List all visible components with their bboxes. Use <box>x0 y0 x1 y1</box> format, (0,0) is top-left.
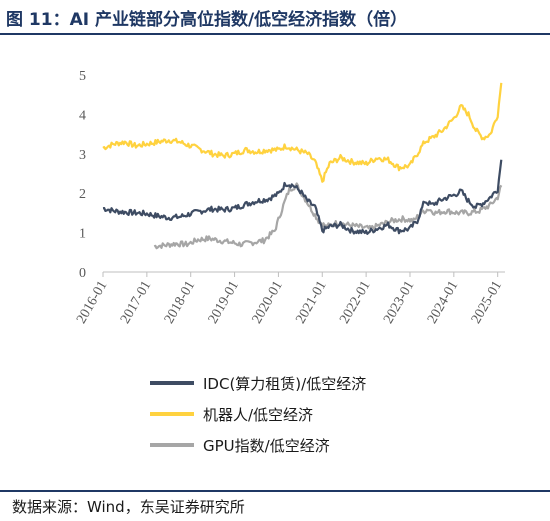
footer-rule <box>0 490 550 492</box>
source-note: 数据来源：Wind，东吴证券研究所 <box>12 498 245 516</box>
series-line-gpu <box>153 182 503 250</box>
y-tick-label: 2 <box>79 187 86 202</box>
y-axis: 0 1 2 3 4 5 <box>79 69 86 281</box>
x-tick-label: 2019-01 <box>206 279 242 327</box>
x-tick-label: 2016-01 <box>74 279 110 327</box>
x-tick-label: 2020-01 <box>250 279 286 327</box>
x-tick-label: 2023-01 <box>381 279 417 327</box>
chart: 0 1 2 3 4 5 2016-01 2017-01 2018-01 2019-01 2020-… <box>74 69 505 455</box>
y-tick-label: 3 <box>79 148 86 163</box>
x-axis: 2016-01 2017-01 2018-01 2019-01 2020-01 2021-… <box>74 271 505 327</box>
series-group <box>102 82 503 250</box>
x-tick-label: 2018-01 <box>162 279 198 327</box>
x-tick-label: 2017-01 <box>118 279 154 327</box>
y-tick-label: 4 <box>79 108 86 123</box>
x-tick-label: 2025-01 <box>469 279 505 327</box>
title-bar: 图 11：AI 产业链部分高位指数/低空经济指数（倍） <box>0 0 550 32</box>
series-line-robot <box>102 82 503 183</box>
series-line-idc <box>102 159 503 235</box>
y-tick-label: 1 <box>79 227 86 242</box>
chart-title: 图 11：AI 产业链部分高位指数/低空经济指数（倍） <box>6 10 408 30</box>
title-rule <box>0 33 550 35</box>
legend-label-robot: 机器人/低空经济 <box>203 406 313 424</box>
y-tick-label: 5 <box>79 69 86 84</box>
legend-label-idc: IDC(算力租赁)/低空经济 <box>203 375 366 393</box>
x-tick-label: 2022-01 <box>337 279 373 327</box>
y-tick-label: 0 <box>79 266 86 281</box>
legend-label-gpu: GPU指数/低空经济 <box>203 437 330 455</box>
x-tick-label: 2021-01 <box>293 279 329 327</box>
x-tick-label: 2024-01 <box>425 279 461 327</box>
